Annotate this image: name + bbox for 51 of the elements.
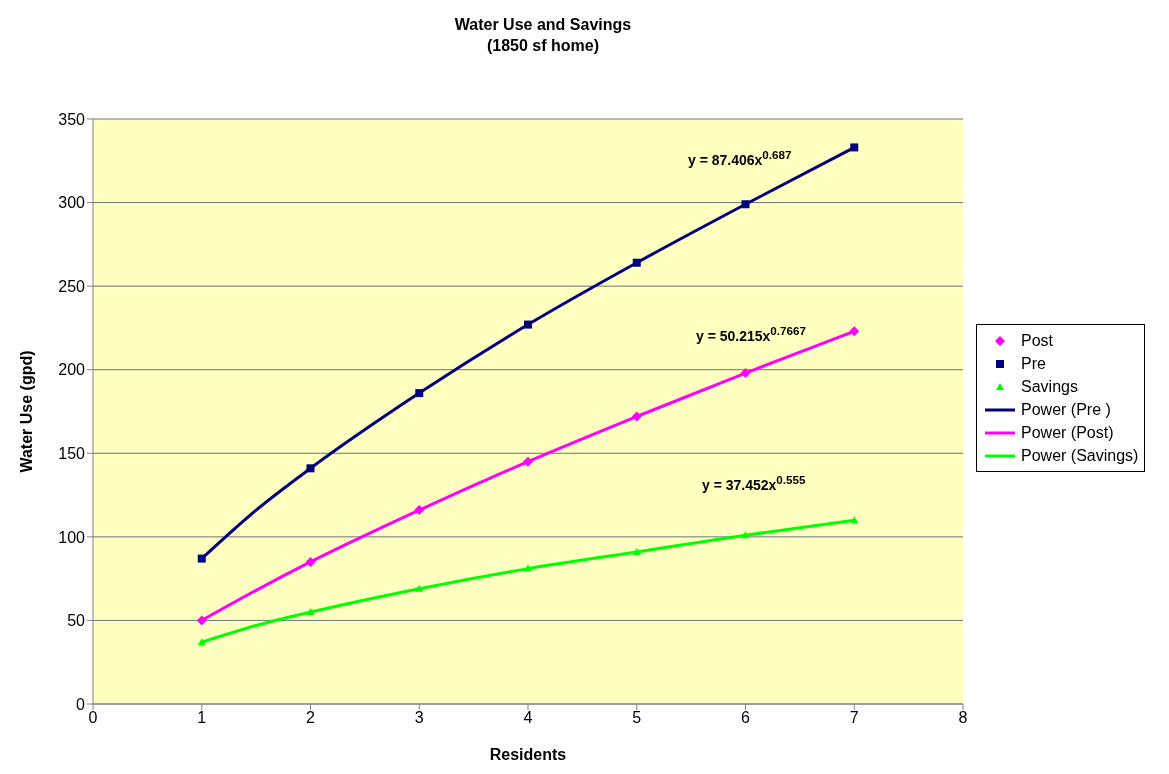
y-tick-label: 150 [58, 444, 86, 462]
x-tick-label: 6 [741, 709, 751, 727]
x-axis-title: Residents [489, 746, 567, 763]
y-axis-title: Water Use (gpd) [17, 350, 35, 473]
point [196, 615, 207, 626]
legend-label: Post [1021, 331, 1054, 350]
point [849, 326, 860, 337]
point [305, 556, 316, 567]
x-tick-label: 2 [306, 709, 316, 727]
y-tick-label: 0 [76, 695, 86, 713]
point [415, 584, 424, 592]
y-tick-label: 100 [58, 528, 86, 546]
y-tick-label: 250 [58, 277, 86, 295]
y-tick-label: 50 [67, 612, 86, 630]
legend-label: Pre [1021, 354, 1046, 373]
point [306, 464, 315, 473]
x-tick-label: 8 [958, 709, 968, 727]
point [197, 554, 206, 563]
point [850, 143, 859, 152]
point [524, 320, 532, 329]
y-tick-label: 200 [58, 361, 86, 379]
x-tick-label: 1 [197, 709, 207, 727]
point [741, 200, 750, 209]
x-tick-label: 0 [88, 709, 98, 727]
x-tick-label: 3 [414, 709, 424, 727]
legend-label: Power (Savings) [1021, 446, 1139, 465]
point [197, 638, 206, 646]
point [415, 389, 424, 398]
point [632, 547, 641, 555]
x-tick-label: 5 [632, 709, 642, 727]
point [631, 411, 642, 422]
legend-label: Savings [1021, 377, 1078, 396]
legend-label: Power (Pre ) [1021, 400, 1111, 419]
legend-label: Power (Post) [1021, 423, 1114, 442]
x-tick-label: 7 [849, 709, 859, 727]
point [414, 505, 425, 516]
chart-subtitle: (1850 sf home) [485, 36, 600, 56]
chart-title: Water Use and Savings [453, 15, 633, 35]
point [524, 564, 532, 572]
point [632, 258, 641, 267]
annotation: y = 87.406x$^{0.687}$ [688, 148, 792, 168]
annotation: y = 50.215x$^{0.7667}$ [696, 324, 807, 344]
x-tick-label: 4 [523, 709, 533, 727]
y-tick-label: 350 [58, 110, 86, 128]
point [740, 368, 751, 379]
point [306, 608, 315, 616]
point [741, 531, 750, 539]
point [523, 456, 533, 467]
annotation: y = 37.452x$^{0.555}$ [702, 473, 806, 493]
point [850, 516, 859, 524]
y-tick-label: 300 [58, 194, 86, 212]
